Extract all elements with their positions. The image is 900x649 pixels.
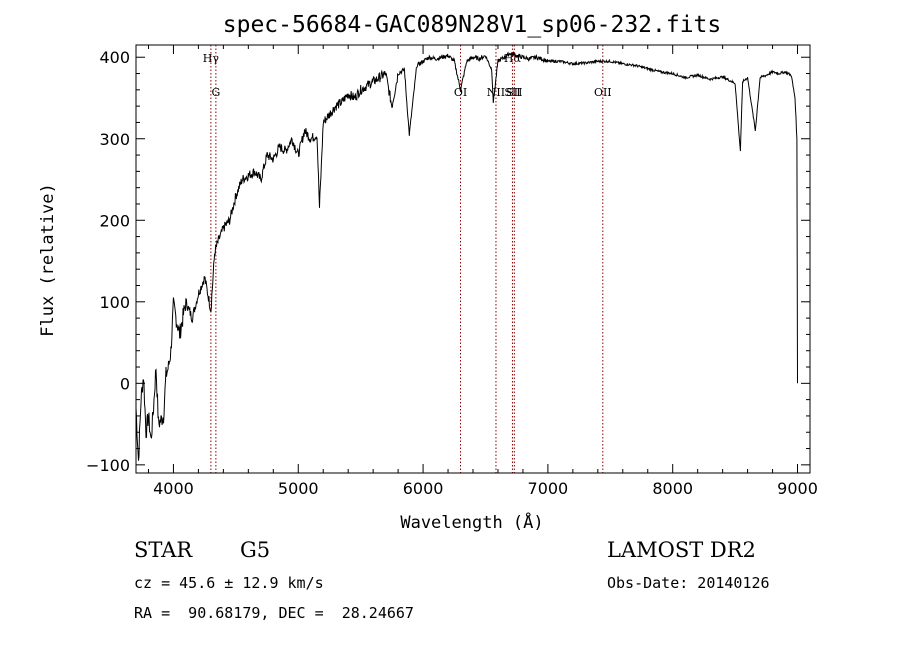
series-layer [135, 50, 798, 461]
observation-date: Obs-Date: 20140126 [607, 574, 770, 592]
coordinates: RA = 90.68179, DEC = 28.24667 [134, 604, 414, 622]
chart-title: spec-56684-GAC089N28V1_sp06-232.fits [223, 12, 722, 38]
plot-frame [135, 44, 811, 474]
y-axis-label: Flux (relative) [38, 183, 58, 337]
object-class: STAR [134, 538, 193, 562]
x-tick-label: 7000 [528, 479, 569, 498]
y-tick-label: 400 [99, 48, 130, 67]
survey-name: LAMOST DR2 [607, 538, 756, 562]
spectral-line-label-top: Hγ [203, 52, 220, 65]
y-tick-label: 300 [99, 130, 130, 149]
spectral-line-label: OII [594, 86, 612, 99]
x-tick-label: 5000 [278, 479, 319, 498]
spectral-line-label: G [211, 86, 220, 99]
spectral-line-label: SII [506, 86, 522, 99]
x-tick-label: 8000 [652, 479, 693, 498]
spectral-line-label: OI [454, 86, 467, 99]
x-tick-label: 9000 [777, 479, 818, 498]
redshift-cz: cz = 45.6 ± 12.9 km/s [134, 574, 324, 592]
x-axis-label: Wavelength (Å) [400, 511, 543, 533]
spectral-line-label: SII [504, 86, 520, 99]
y-tick-label: 200 [99, 211, 130, 230]
flux-series-line [135, 50, 798, 461]
y-tick-label: −100 [86, 456, 130, 475]
y-tick-label: 100 [99, 293, 130, 312]
tick-layer: 4000 5000 6000 7000 8000 9000 −100 0 100 200 300 40… [86, 45, 818, 498]
object-subclass: G5 [240, 538, 271, 562]
spectral-line-label: NII [487, 86, 505, 99]
y-tick-label: 0 [120, 374, 130, 393]
x-tick-label: 4000 [153, 479, 194, 498]
x-tick-label: 6000 [403, 479, 444, 498]
